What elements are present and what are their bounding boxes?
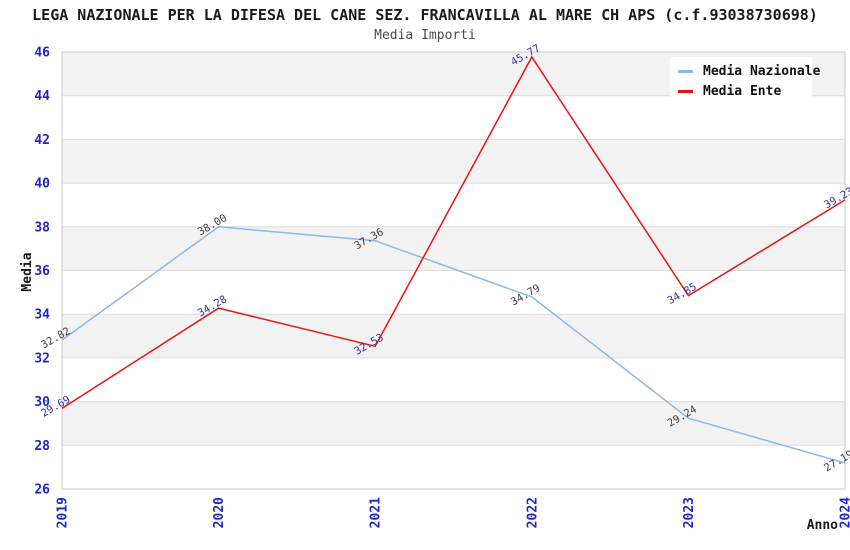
x-tick-label: 2023 xyxy=(682,497,697,528)
x-tick-label: 2019 xyxy=(56,497,71,528)
y-tick-label: 30 xyxy=(34,395,50,410)
data-label: 34.85 xyxy=(666,281,699,307)
legend-swatch-nazionale-line xyxy=(678,69,693,73)
y-tick-label: 42 xyxy=(34,133,50,148)
y-tick-label: 40 xyxy=(34,177,50,192)
x-tick-label: 2020 xyxy=(212,497,227,528)
x-axis-title: Anno xyxy=(807,518,838,533)
data-label: 27.19 xyxy=(822,448,850,474)
y-tick-label: 36 xyxy=(34,264,50,279)
y-tick-label: 44 xyxy=(34,89,50,104)
y-axis-title: Media xyxy=(20,252,35,291)
x-tick-label: 2022 xyxy=(525,497,540,528)
x-tick-label: 2021 xyxy=(369,497,384,528)
series-line-nazionale xyxy=(61,226,846,464)
plot-band xyxy=(62,226,845,271)
legend: Media Nazionale Media Ente xyxy=(670,57,820,104)
plot-band xyxy=(62,139,845,184)
y-tick-label: 28 xyxy=(34,439,50,454)
chart-subtitle: Media Importi xyxy=(374,28,476,43)
x-tick-label: 2024 xyxy=(839,497,850,528)
plot-band xyxy=(62,314,845,358)
plot-border xyxy=(61,51,846,490)
chart-title: LEGA NAZIONALE PER LA DIFESA DEL CANE SE… xyxy=(32,6,818,24)
legend-item-media-nazionale: Media Nazionale xyxy=(670,61,820,81)
y-tick-label: 34 xyxy=(34,308,50,323)
y-tick-label: 38 xyxy=(34,220,50,235)
plot-band xyxy=(62,401,845,446)
data-label: 39.23 xyxy=(822,185,850,211)
y-tick-label: 46 xyxy=(34,46,50,61)
data-label: 34.79 xyxy=(509,282,542,308)
legend-swatch-ente-line xyxy=(678,89,693,93)
legend-label-ente: Media Ente xyxy=(703,83,782,99)
legend-label-nazionale: Media Nazionale xyxy=(703,63,821,79)
series-line-ente xyxy=(61,55,846,410)
legend-item-media-ente: Media Ente xyxy=(670,81,812,101)
y-tick-label: 26 xyxy=(34,483,50,498)
y-tick-label: 32 xyxy=(34,351,50,366)
